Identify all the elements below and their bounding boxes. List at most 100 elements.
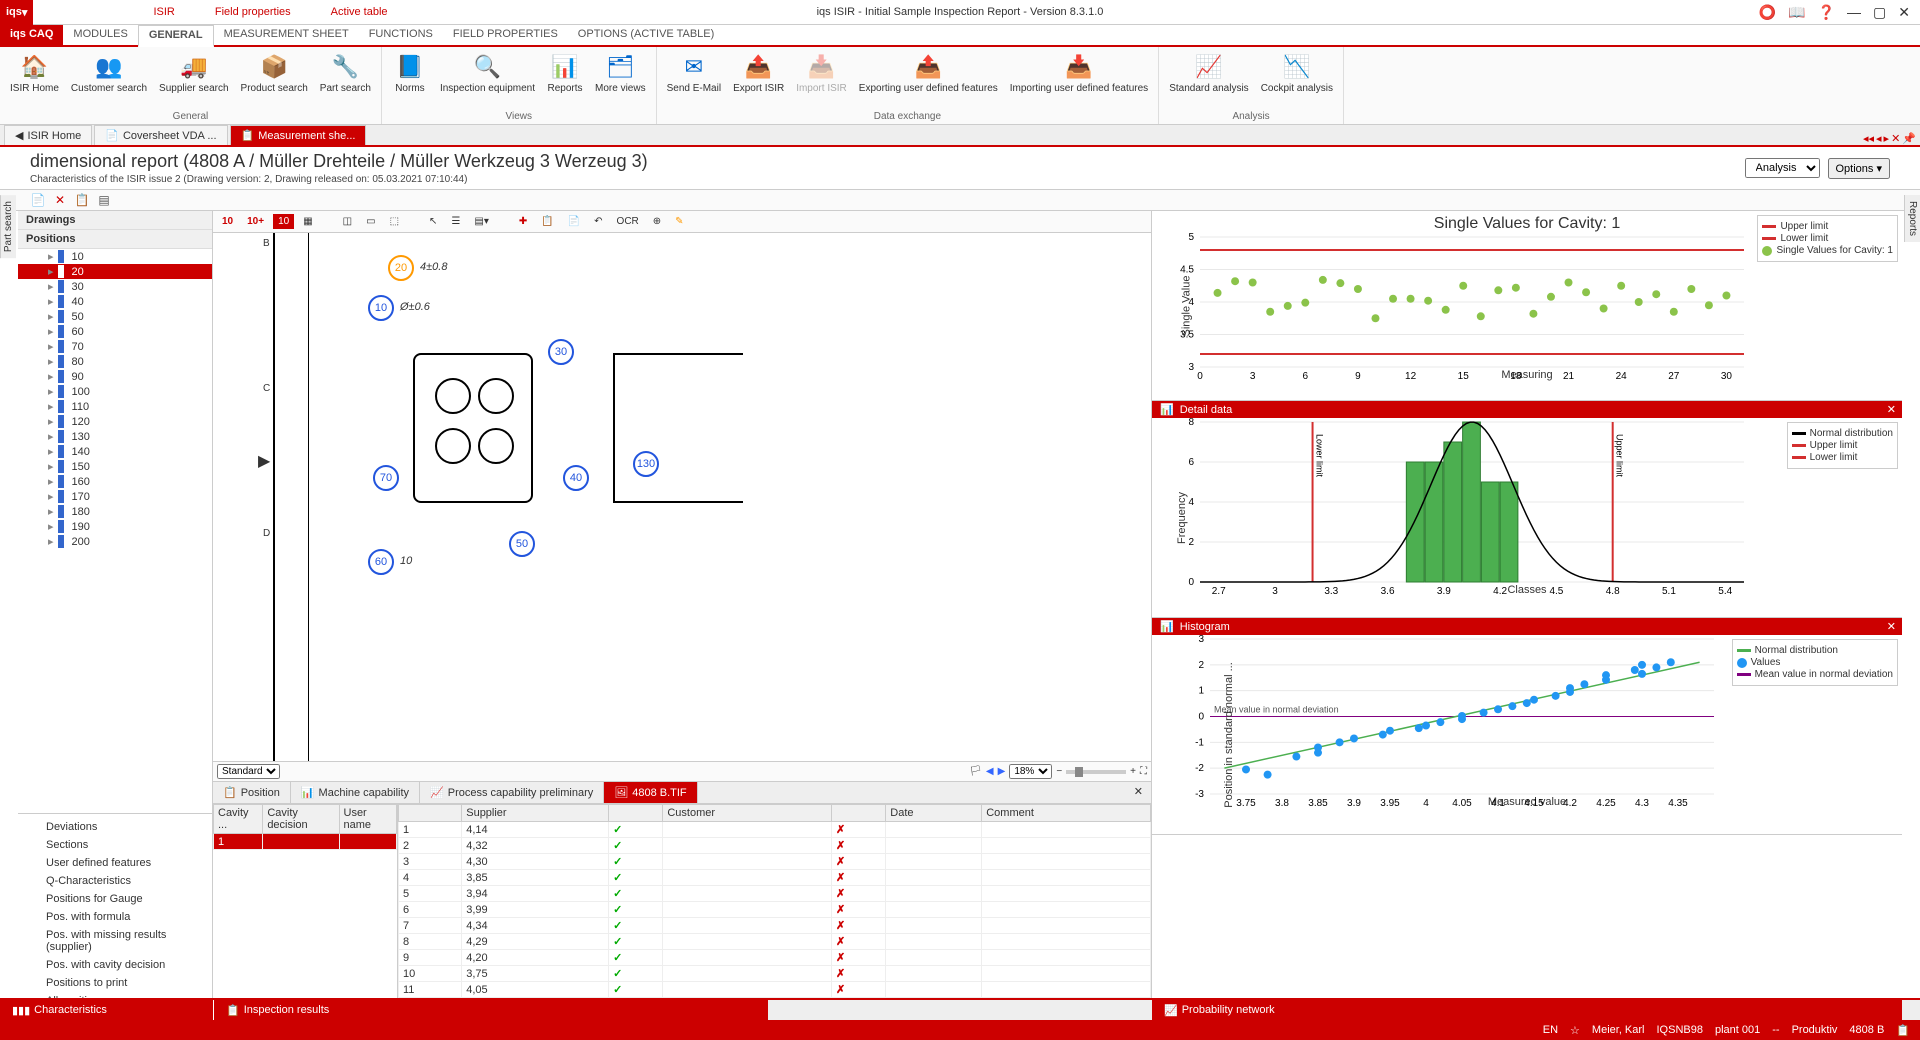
options-button[interactable]: Options ▾ bbox=[1828, 158, 1891, 179]
tool-pencil[interactable]: ✎ bbox=[670, 214, 688, 229]
ribbon-customer-search[interactable]: 👥Customer search bbox=[67, 49, 151, 111]
tool-ocr[interactable]: OCR bbox=[612, 214, 644, 229]
ribbon-isir-home[interactable]: 🏠ISIR Home bbox=[6, 49, 63, 111]
tree-pos-60[interactable]: ▸60 bbox=[18, 324, 212, 339]
tree-pos-100[interactable]: ▸100 bbox=[18, 384, 212, 399]
balloon-30[interactable]: 30 bbox=[548, 339, 574, 365]
tree-pos-30[interactable]: ▸30 bbox=[18, 279, 212, 294]
tool-undo[interactable]: ↶ bbox=[589, 214, 607, 229]
ribbon-exporting-user-defined-features[interactable]: 📤Exporting user defined features bbox=[855, 49, 1002, 111]
balloon-20[interactable]: 20 bbox=[388, 255, 414, 281]
tab-pin-icon[interactable]: 📌 bbox=[1902, 132, 1916, 145]
zoom-10-active[interactable]: 10 bbox=[273, 214, 294, 229]
tree-pos-10[interactable]: ▸10 bbox=[18, 249, 212, 264]
zoom-select[interactable]: 18% bbox=[1009, 764, 1052, 779]
tool-table[interactable]: ▤▾ bbox=[469, 214, 493, 229]
filter-pos-with-missing-results-supplier-[interactable]: Pos. with missing results (supplier) bbox=[18, 926, 212, 956]
detail-close-icon[interactable]: ✕ bbox=[1887, 403, 1896, 416]
balloon-70[interactable]: 70 bbox=[373, 465, 399, 491]
tool-target[interactable]: ⊕ bbox=[648, 214, 666, 229]
tool-pointer[interactable]: ↖ bbox=[424, 214, 442, 229]
reports-tab[interactable]: Reports bbox=[1904, 195, 1920, 242]
doctab-coversheet-vda-[interactable]: 📄Coversheet VDA ... bbox=[94, 125, 227, 145]
doctab-isir-home[interactable]: ◀ISIR Home bbox=[4, 125, 92, 145]
filter-list[interactable]: DeviationsSectionsUser defined featuresQ… bbox=[18, 813, 212, 1014]
filter-user-defined-features[interactable]: User defined features bbox=[18, 854, 212, 872]
tree-pos-150[interactable]: ▸150 bbox=[18, 459, 212, 474]
filter-positions-for-gauge[interactable]: Positions for Gauge bbox=[18, 890, 212, 908]
histogram-bar[interactable]: 📊Histogram✕ bbox=[1152, 618, 1902, 635]
tree-pos-120[interactable]: ▸120 bbox=[18, 414, 212, 429]
tree-pos-40[interactable]: ▸40 bbox=[18, 294, 212, 309]
drawing-viewport[interactable]: B C D ▶ 204±0.810Ø±0.6307040130506010 bbox=[213, 233, 1151, 762]
tree-pos-90[interactable]: ▸90 bbox=[18, 369, 212, 384]
tab-nav-prev-icon[interactable]: ◂ bbox=[1876, 132, 1882, 145]
filter-positions-to-print[interactable]: Positions to print bbox=[18, 974, 212, 992]
filter-sections[interactable]: Sections bbox=[18, 836, 212, 854]
help-icon[interactable]: ⭕ bbox=[1759, 4, 1776, 21]
tool-c[interactable]: ⬚ bbox=[385, 214, 404, 229]
ribbon-reports[interactable]: 📊Reports bbox=[543, 49, 587, 111]
ribbon-supplier-search[interactable]: 🚚Supplier search bbox=[155, 49, 232, 111]
ribbon-tab-modules[interactable]: MODULES bbox=[63, 25, 137, 45]
qat-active-table[interactable]: Active table bbox=[331, 6, 388, 18]
close-icon[interactable]: ✕ bbox=[1898, 4, 1910, 21]
tree-pos-130[interactable]: ▸130 bbox=[18, 429, 212, 444]
zoom-flag-icon[interactable]: 🏳 bbox=[969, 766, 982, 777]
zoom-10[interactable]: 10 bbox=[217, 214, 238, 229]
ribbon-more-views[interactable]: 🗂More views bbox=[591, 49, 650, 111]
filter-icon[interactable]: ▤ bbox=[96, 192, 112, 208]
hist-close-icon[interactable]: ✕ bbox=[1887, 620, 1896, 633]
new-icon[interactable]: 📄 bbox=[30, 192, 46, 208]
about-icon[interactable]: ❓ bbox=[1818, 4, 1835, 21]
tree-pos-170[interactable]: ▸170 bbox=[18, 489, 212, 504]
view-std-select[interactable]: Standard bbox=[217, 764, 280, 779]
tree-pos-160[interactable]: ▸160 bbox=[18, 474, 212, 489]
tool-grid[interactable]: ▦ bbox=[298, 214, 317, 229]
tool-b[interactable]: ▭ bbox=[361, 214, 380, 229]
detail-data-bar[interactable]: 📊Detail data✕ bbox=[1152, 401, 1902, 418]
ribbon-tab-functions[interactable]: FUNCTIONS bbox=[359, 25, 443, 45]
btab-characteristics[interactable]: ▮▮▮ Characteristics bbox=[0, 1000, 213, 1020]
doctab-measurement-she-[interactable]: 📋Measurement she... bbox=[230, 125, 367, 145]
midtab--b-tif[interactable]: 🖼4808 B.TIF bbox=[604, 782, 697, 803]
tree-pos-20[interactable]: ▸20 bbox=[18, 264, 212, 279]
ribbon-inspection-equipment[interactable]: 🔍Inspection equipment bbox=[436, 49, 539, 111]
maximize-icon[interactable]: ▢ bbox=[1873, 4, 1886, 21]
zoom-10plus[interactable]: 10+ bbox=[242, 214, 269, 229]
ribbon-tab-options-active-table-[interactable]: OPTIONS (ACTIVE TABLE) bbox=[568, 25, 725, 45]
balloon-10[interactable]: 10 bbox=[368, 295, 394, 321]
tree-pos-140[interactable]: ▸140 bbox=[18, 444, 212, 459]
delete-icon[interactable]: ✕ bbox=[52, 192, 68, 208]
ribbon-cockpit-analysis[interactable]: 📉Cockpit analysis bbox=[1257, 49, 1337, 111]
tool-add[interactable]: ✚ bbox=[514, 214, 532, 229]
qat-isir[interactable]: ISIR bbox=[153, 6, 174, 18]
ribbon-tab-field-properties[interactable]: FIELD PROPERTIES bbox=[443, 25, 568, 45]
ribbon-import-isir[interactable]: 📥Import ISIR bbox=[792, 49, 851, 111]
zoom-fit-icon[interactable]: ⛶ bbox=[1140, 766, 1147, 777]
zoom-right-icon[interactable]: ▶ bbox=[998, 766, 1006, 777]
tab-nav-first-icon[interactable]: ◂◂ bbox=[1863, 132, 1874, 145]
qat-field-props[interactable]: Field properties bbox=[215, 6, 291, 18]
filter-q-characteristics[interactable]: Q-Characteristics bbox=[18, 872, 212, 890]
ribbon-tab-measurement-sheet[interactable]: MEASUREMENT SHEET bbox=[214, 25, 359, 45]
balloon-50[interactable]: 50 bbox=[509, 531, 535, 557]
tool-a[interactable]: ◫ bbox=[338, 214, 357, 229]
ribbon-export-isir[interactable]: 📤Export ISIR bbox=[729, 49, 788, 111]
status-star-icon[interactable]: ☆ bbox=[1570, 1024, 1580, 1037]
tab-caq[interactable]: iqs CAQ bbox=[0, 25, 63, 45]
tree-pos-200[interactable]: ▸200 bbox=[18, 534, 212, 549]
midtab-process-capability-preliminary[interactable]: 📈Process capability preliminary bbox=[420, 782, 604, 803]
zoom-out-icon[interactable]: − bbox=[1056, 766, 1062, 777]
tree-pos-190[interactable]: ▸190 bbox=[18, 519, 212, 534]
part-search-tab[interactable]: Part search bbox=[0, 195, 16, 258]
tree-pos-180[interactable]: ▸180 bbox=[18, 504, 212, 519]
tree-pos-110[interactable]: ▸110 bbox=[18, 399, 212, 414]
tab-close-icon[interactable]: ✕ bbox=[1891, 132, 1900, 145]
ribbon-tab-general[interactable]: GENERAL bbox=[138, 25, 214, 47]
zoom-in-icon[interactable]: + bbox=[1130, 766, 1136, 777]
midtab-machine-capability[interactable]: 📊Machine capability bbox=[291, 782, 420, 803]
ribbon-product-search[interactable]: 📦Product search bbox=[237, 49, 312, 111]
midtab-close-icon[interactable]: ✕ bbox=[1126, 782, 1151, 803]
ribbon-standard-analysis[interactable]: 📈Standard analysis bbox=[1165, 49, 1253, 111]
